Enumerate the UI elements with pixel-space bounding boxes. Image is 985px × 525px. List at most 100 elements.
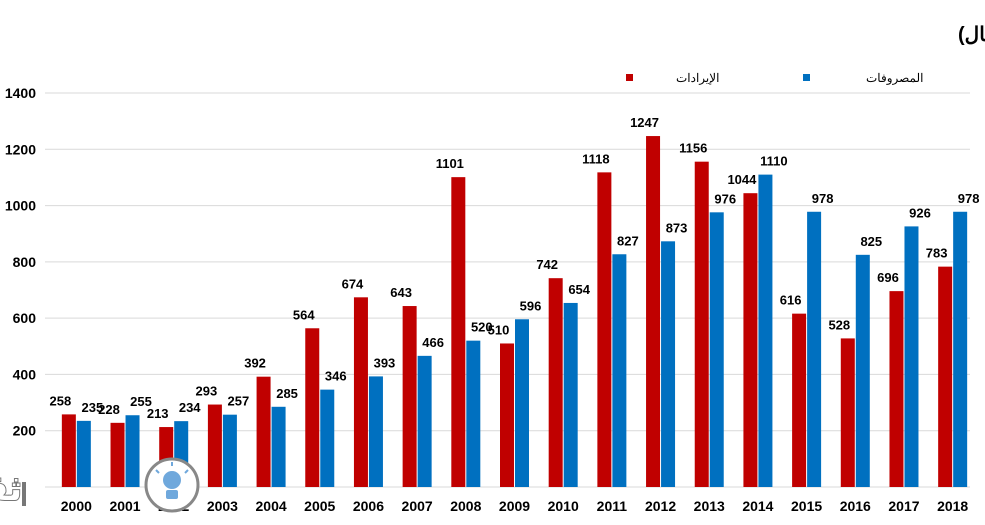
expenditure-data-label: 825: [860, 234, 882, 249]
x-tick-label: 2007: [402, 498, 433, 514]
expenditure-bar: [466, 340, 481, 487]
y-tick-label: 600: [13, 310, 37, 326]
x-tick-label: 2000: [61, 498, 92, 514]
revenue-data-label: 1101: [436, 156, 464, 171]
chart-title: الإيرادات والمصروفات الفعلية للميزانية ا…: [958, 24, 985, 47]
expenditure-bar: [76, 420, 91, 487]
x-tick-label: 2009: [499, 498, 530, 514]
x-tick-label: 2015: [791, 498, 822, 514]
revenue-data-label: 696: [877, 270, 899, 285]
revenue-bar: [646, 136, 661, 487]
expenditure-bar: [368, 376, 383, 487]
revenue-data-label: 783: [926, 246, 948, 261]
x-tick-label: 2013: [694, 498, 725, 514]
expenditure-data-label: 285: [276, 386, 298, 401]
revenue-data-label: 742: [536, 257, 558, 272]
revenue-data-label: 674: [342, 276, 364, 291]
revenue-data-label: 564: [293, 307, 315, 322]
expenditure-data-label: 654: [568, 282, 590, 297]
expenditure-bar: [953, 211, 968, 487]
revenue-bar: [500, 343, 514, 487]
x-tick-label: 2005: [304, 498, 335, 514]
revenue-bar: [61, 414, 76, 487]
revenue-data-label: 643: [390, 285, 412, 300]
watermark-text: ثقفني: [0, 469, 22, 509]
watermark-stroke: [22, 482, 26, 506]
expenditure-bar: [222, 414, 237, 487]
revenue-bar: [694, 161, 709, 487]
revenue-bar: [353, 297, 368, 487]
expenditure-data-label: 255: [130, 394, 152, 409]
watermark: ثقفني: [0, 457, 200, 513]
revenue-bar: [110, 422, 125, 487]
expenditure-data-label: 978: [812, 191, 834, 206]
revenue-bar: [256, 376, 271, 487]
x-tick-label: 2006: [353, 498, 384, 514]
x-tick-label: 2004: [256, 498, 287, 514]
revenue-bar: [743, 193, 758, 487]
expenditure-data-label: 926: [909, 205, 931, 220]
y-tick-label: 1000: [5, 198, 36, 214]
y-tick-label: 200: [13, 423, 37, 439]
lightbulb-icon: [144, 457, 200, 513]
revenue-data-label: 1156: [679, 141, 707, 156]
expenditure-data-label: 1110: [760, 154, 788, 169]
expenditure-data-label: 520: [471, 320, 493, 335]
x-tick-label: 2011: [597, 498, 628, 514]
expenditure-bar: [904, 226, 919, 487]
y-tick-label: 800: [13, 254, 37, 270]
revenue-bar: [889, 291, 904, 487]
revenue-data-label: 392: [244, 356, 266, 371]
x-tick-label: 2017: [888, 498, 919, 514]
expenditure-data-label: 235: [81, 400, 103, 415]
expenditure-data-label: 976: [714, 191, 736, 206]
revenue-bar: [451, 177, 466, 487]
y-tick-label: 1400: [5, 85, 36, 101]
legend-swatch-expenditure: [803, 74, 810, 81]
expenditure-bar: [661, 241, 676, 487]
expenditure-data-label: 393: [374, 355, 396, 370]
expenditure-bar: [417, 355, 432, 487]
x-tick-label: 2008: [450, 498, 481, 514]
grid: [45, 92, 970, 488]
expenditure-data-label: 978: [958, 191, 980, 206]
revenue-data-label: 293: [196, 384, 218, 399]
expenditure-bar: [855, 254, 870, 487]
revenue-data-label: 213: [147, 406, 169, 421]
x-tick-label: 2016: [840, 498, 871, 514]
revenue-data-label: 510: [488, 322, 510, 337]
legend: الإيرادات المصروفات: [626, 71, 923, 86]
x-tick-label: 2001: [109, 498, 140, 514]
revenue-bar: [548, 278, 563, 487]
x-tick-label: 2018: [937, 498, 968, 514]
expenditure-bar: [758, 174, 773, 487]
expenditure-bar: [515, 319, 529, 487]
revenue-bar: [792, 313, 807, 487]
x-tick-label: 2014: [742, 498, 773, 514]
bars: [61, 136, 968, 487]
x-tick-label: 2010: [548, 498, 579, 514]
revenue-bar: [402, 306, 417, 487]
revenue-data-label: 228: [98, 402, 120, 417]
expenditure-data-label: 466: [422, 335, 444, 350]
legend-label-expenditure: المصروفات: [866, 71, 923, 85]
legend-label-revenue: الإيرادات: [676, 71, 719, 86]
revenue-data-label: 1044: [727, 172, 757, 187]
revenue-bar: [305, 328, 320, 487]
revenue-bar: [938, 266, 953, 487]
expenditure-data-label: 257: [228, 394, 250, 409]
revenue-bar: [840, 338, 855, 487]
expenditure-data-label: 873: [666, 220, 688, 235]
revenue-data-label: 616: [780, 293, 802, 308]
expenditure-data-label: 234: [179, 400, 201, 415]
expenditure-bar: [563, 302, 578, 487]
revenue-bar: [207, 404, 222, 487]
revenue-data-label: 528: [828, 317, 850, 332]
expenditure-bar: [612, 254, 627, 487]
legend-swatch-revenue: [626, 74, 633, 81]
expenditure-data-label: 346: [325, 369, 347, 384]
y-tick-label: 1200: [5, 141, 36, 157]
revenue-bar: [597, 172, 612, 487]
expenditure-bar: [271, 406, 286, 487]
